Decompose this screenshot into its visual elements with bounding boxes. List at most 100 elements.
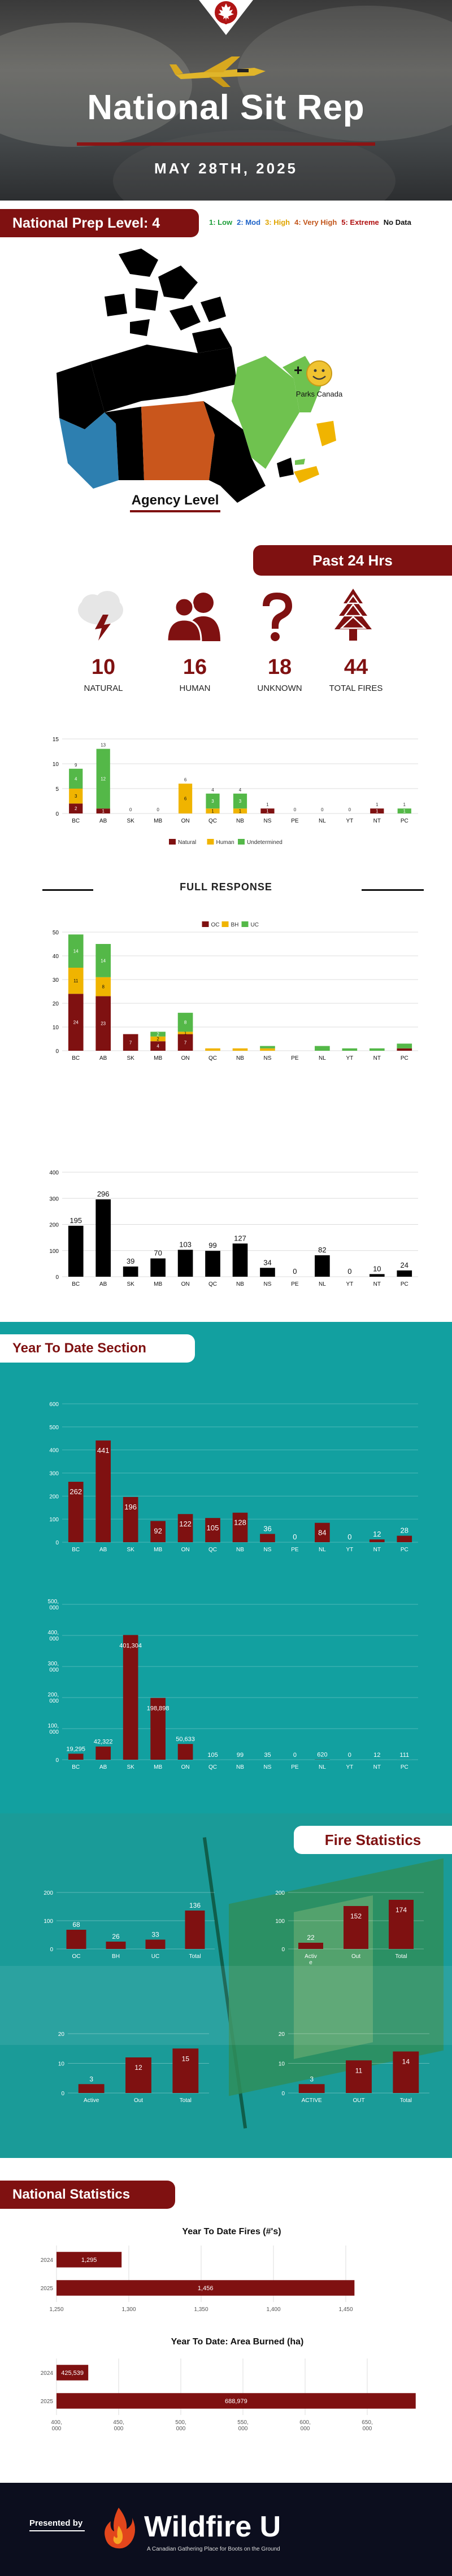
legend-label: BH xyxy=(231,922,239,928)
legend-swatch xyxy=(241,921,249,927)
bar xyxy=(56,2393,416,2409)
bar xyxy=(397,1535,412,1542)
x-tick-label: PE xyxy=(291,1281,299,1287)
bar-segment xyxy=(342,1048,358,1051)
stat-value: 16 xyxy=(182,655,207,679)
x-tick-label: YT xyxy=(346,1055,353,1061)
total-label: 4 xyxy=(211,787,214,793)
data-label: 127 xyxy=(234,1234,246,1242)
legend-swatch xyxy=(169,839,176,845)
prep-legend-item: 4: Very High xyxy=(294,218,337,227)
x-tick-label: MB xyxy=(154,1055,162,1061)
bar xyxy=(397,1270,412,1277)
x-tick-label: ON xyxy=(181,1281,190,1287)
x-tick-label: AB xyxy=(99,1547,107,1553)
x-tick-label: 1,250 xyxy=(49,2307,63,2313)
y-tick-label: 5 xyxy=(55,786,59,793)
chart-wildfires-reported: 051015BC2349AB11213SK0MB0ON66QC134NB134N… xyxy=(53,737,418,846)
badge-number: 5 xyxy=(224,18,228,26)
x-tick-label: OC xyxy=(72,1953,81,1960)
chart-called-out: 0100200300400BC195AB296SK39MB70ON103QC99… xyxy=(49,1170,418,1287)
parks-canada-icon xyxy=(306,360,332,386)
y-tick-label: 200 xyxy=(49,1494,59,1500)
x-tick-label: NS xyxy=(264,1547,272,1553)
lightning-cloud-icon xyxy=(78,591,123,641)
data-label: 26 xyxy=(112,1933,120,1940)
bar-segment xyxy=(315,1046,330,1051)
total-label: 0 xyxy=(129,807,132,812)
fire-stats-label: Fire Statistics xyxy=(324,1831,421,1848)
segment-label: 14 xyxy=(101,958,106,963)
x-tick-label: ON xyxy=(181,1055,190,1061)
x-tick-label: NT xyxy=(373,1055,381,1061)
segment-label: 2 xyxy=(157,1032,159,1037)
x-tick-label: MB xyxy=(154,1281,162,1287)
y-tick-label: 300 xyxy=(49,1471,59,1477)
data-label: 0 xyxy=(293,1267,297,1276)
bar xyxy=(150,1521,166,1542)
x-tick-label: NL xyxy=(319,1055,326,1061)
plane-icon xyxy=(169,56,266,87)
y-tick-label: 100 xyxy=(49,1517,59,1523)
prep-legend: 1: Low 2: Mod 3: High 4: Very High 5: Extrem… xyxy=(209,218,416,227)
bar-segment xyxy=(177,1032,193,1034)
x-tick-label: PC xyxy=(401,818,408,824)
stat-label: UNKNOWN xyxy=(257,684,302,693)
bar-segment xyxy=(260,1048,275,1051)
x-tick-label: NS xyxy=(264,1055,272,1061)
legend-swatch xyxy=(202,921,209,927)
bar-segment xyxy=(95,996,111,1051)
x-tick-label: 400, 000 xyxy=(51,2420,62,2432)
total-label: 9 xyxy=(75,763,77,768)
segment-label: 7 xyxy=(184,1040,187,1045)
x-tick-label: ACTIVE xyxy=(302,2098,322,2104)
year-to-date-section xyxy=(0,1322,452,1813)
prep-legend-item: 3: High xyxy=(265,218,290,227)
bar-segment xyxy=(233,793,247,809)
x-tick-label: ON xyxy=(181,1547,190,1553)
x-tick-label: YT xyxy=(346,1764,353,1770)
data-label: 33 xyxy=(151,1931,159,1939)
y-tick-label: 300 xyxy=(49,1196,59,1202)
data-label: 24 xyxy=(401,1261,408,1269)
y-tick-label: 100 xyxy=(44,1918,53,1925)
brand-name: Wildfire U xyxy=(144,2510,281,2543)
bar xyxy=(78,2084,105,2093)
bar xyxy=(205,1518,220,1542)
data-label: 82 xyxy=(318,1246,326,1254)
bar xyxy=(315,1255,330,1277)
data-label: 174 xyxy=(395,1906,407,1914)
parks-canada-label: Parks Canada xyxy=(295,390,343,398)
chart-stages-of-control: 0 10 20 30 40 50 BC 24 11 14 AB 23 8 14 SK 7 MB 4 22 ON 7 1 8 Q… xyxy=(53,921,418,1061)
segment-label: 1 xyxy=(266,809,269,814)
data-label: 401,304 xyxy=(119,1642,142,1649)
data-label: 70 xyxy=(154,1249,162,1257)
bar-segment xyxy=(68,934,84,968)
x-tick-label: SK xyxy=(127,1764,134,1770)
total-label: 1 xyxy=(403,802,406,807)
chart-ytd-area-burned: Year To Date: Area Burned (ha) 400, 000 450… xyxy=(41,2337,416,2432)
data-label: 103 xyxy=(179,1240,192,1248)
chart-modified-response: 0 100 200 Activ e 22 Out 152 Total 174 xyxy=(275,1890,424,1966)
y-tick-label: 600 xyxy=(49,1402,59,1408)
presented-by: Presented by xyxy=(29,2518,83,2528)
x-tick-label: YT xyxy=(346,818,353,824)
bar xyxy=(232,1243,248,1277)
segment-label: 6 xyxy=(184,797,187,802)
data-label: 128 xyxy=(234,1518,246,1527)
bar xyxy=(298,1943,323,1949)
stat-value: 10 xyxy=(91,655,116,679)
y-tick-label: 0 xyxy=(55,1540,59,1546)
x-tick-label: NS xyxy=(264,1764,272,1770)
stat-label: NATURAL xyxy=(84,684,123,693)
data-label: 620 xyxy=(317,1752,327,1759)
x-tick-label: QC xyxy=(208,1547,217,1553)
x-tick-label: 450, 000 xyxy=(113,2420,124,2432)
prep-legend-item: 2: Mod xyxy=(237,218,261,227)
segment-label: 8 xyxy=(184,1020,187,1025)
bar xyxy=(177,1744,193,1760)
legend-label: OC xyxy=(211,922,220,928)
data-label: 0 xyxy=(347,1267,351,1276)
bar xyxy=(315,1522,330,1542)
